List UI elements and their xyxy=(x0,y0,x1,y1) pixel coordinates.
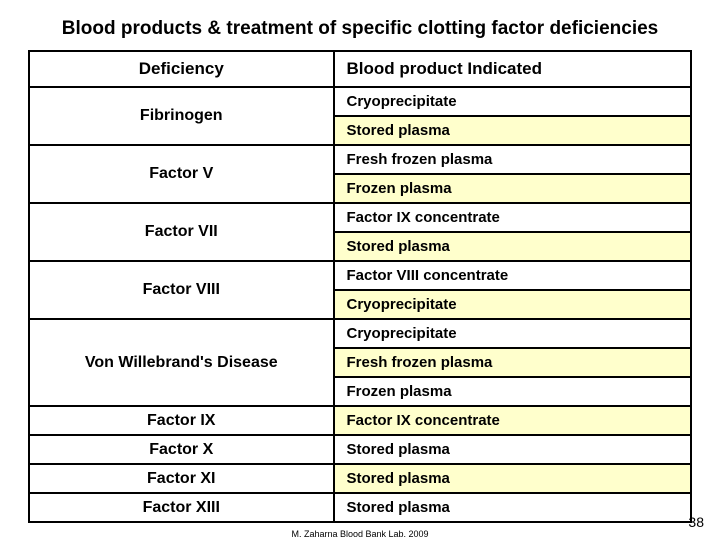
deficiency-cell: Factor IX xyxy=(29,406,334,435)
deficiency-cell: Factor VIII xyxy=(29,261,334,319)
table-row: Factor XStored plasma xyxy=(29,435,691,464)
table-row: Factor IXFactor IX concentrate xyxy=(29,406,691,435)
table-row: Factor VFresh frozen plasma xyxy=(29,145,691,174)
table-row: Von Willebrand's DiseaseCryoprecipitate xyxy=(29,319,691,348)
table-row: Factor XIIIStored plasma xyxy=(29,493,691,522)
deficiency-table: Deficiency Blood product Indicated Fibri… xyxy=(28,50,692,523)
deficiency-cell: Factor V xyxy=(29,145,334,203)
product-cell: Cryoprecipitate xyxy=(334,319,691,348)
product-cell: Fresh frozen plasma xyxy=(334,348,691,377)
product-cell: Stored plasma xyxy=(334,435,691,464)
table-header-deficiency: Deficiency xyxy=(29,51,334,87)
product-cell: Frozen plasma xyxy=(334,174,691,203)
deficiency-cell: Fibrinogen xyxy=(29,87,334,145)
table-row: Factor VIIFactor IX concentrate xyxy=(29,203,691,232)
deficiency-cell: Von Willebrand's Disease xyxy=(29,319,334,406)
product-cell: Factor VIII concentrate xyxy=(334,261,691,290)
product-cell: Factor IX concentrate xyxy=(334,406,691,435)
table-row: FibrinogenCryoprecipitate xyxy=(29,87,691,116)
product-cell: Stored plasma xyxy=(334,493,691,522)
deficiency-cell: Factor VII xyxy=(29,203,334,261)
product-cell: Factor IX concentrate xyxy=(334,203,691,232)
product-cell: Stored plasma xyxy=(334,232,691,261)
product-cell: Stored plasma xyxy=(334,464,691,493)
table-header-product: Blood product Indicated xyxy=(334,51,691,87)
product-cell: Frozen plasma xyxy=(334,377,691,406)
table-row: Factor VIIIFactor VIII concentrate xyxy=(29,261,691,290)
product-cell: Stored plasma xyxy=(334,116,691,145)
product-cell: Cryoprecipitate xyxy=(334,290,691,319)
deficiency-cell: Factor XIII xyxy=(29,493,334,522)
page-number: 38 xyxy=(688,514,704,530)
deficiency-cell: Factor X xyxy=(29,435,334,464)
footer-text: M. Zaharna Blood Bank Lab. 2009 xyxy=(28,529,692,539)
deficiency-cell: Factor XI xyxy=(29,464,334,493)
product-cell: Fresh frozen plasma xyxy=(334,145,691,174)
table-row: Factor XIStored plasma xyxy=(29,464,691,493)
slide-title: Blood products & treatment of specific c… xyxy=(28,18,692,40)
product-cell: Cryoprecipitate xyxy=(334,87,691,116)
